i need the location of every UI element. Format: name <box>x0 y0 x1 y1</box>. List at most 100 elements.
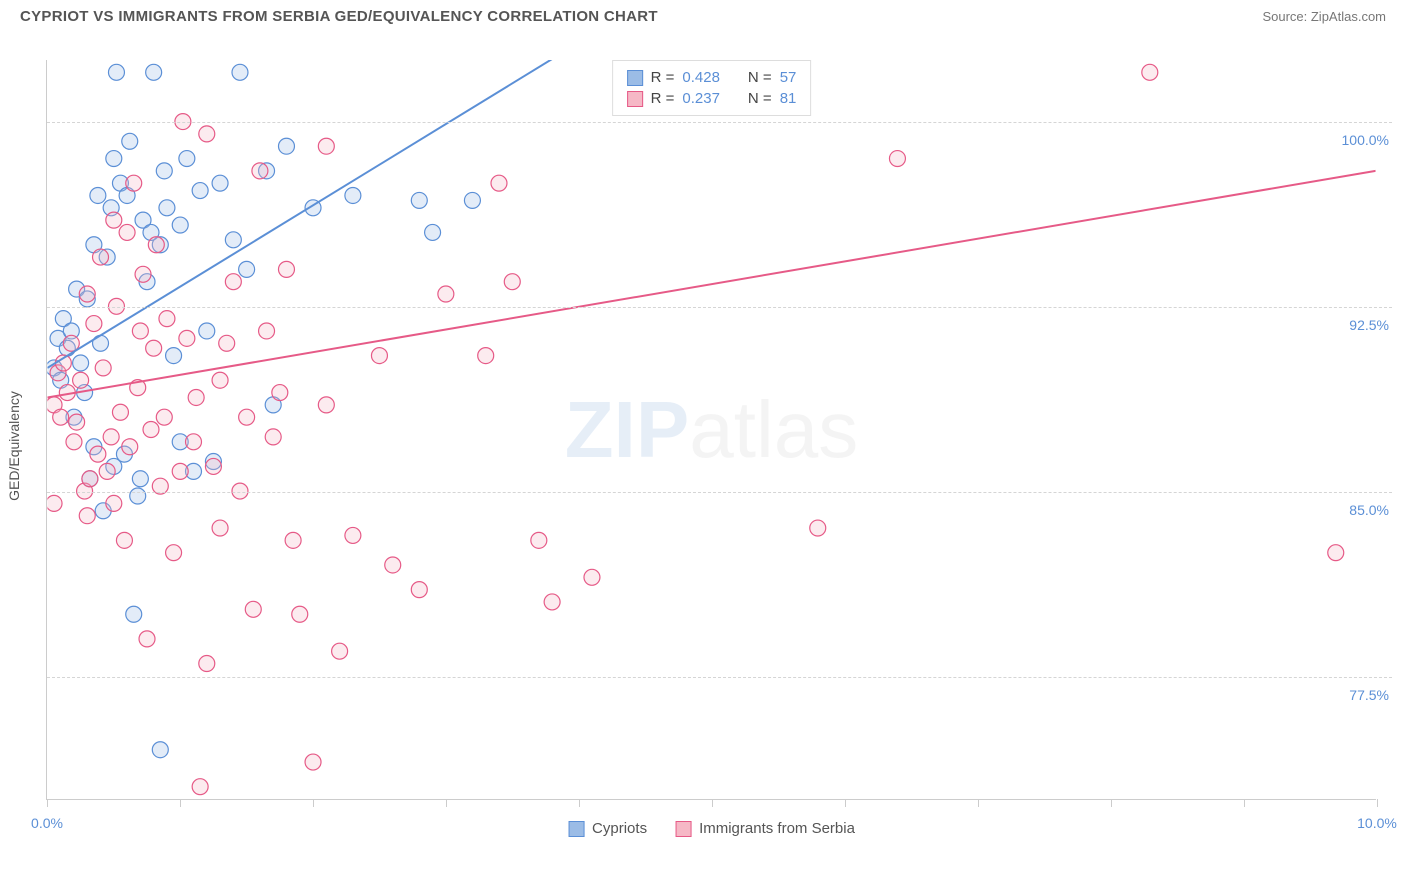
x-tick <box>978 799 979 807</box>
scatter-point <box>318 397 334 413</box>
scatter-point <box>272 385 288 401</box>
scatter-point <box>79 286 95 302</box>
scatter-point <box>166 545 182 561</box>
legend-item: Immigrants from Serbia <box>675 820 855 837</box>
scatter-point <box>212 372 228 388</box>
stat-r-value: 0.428 <box>682 69 720 86</box>
scatter-point <box>186 434 202 450</box>
scatter-point <box>108 64 124 80</box>
grid-line-y <box>47 122 1392 123</box>
scatter-point <box>1328 545 1344 561</box>
scatter-point <box>122 133 138 149</box>
grid-line-y <box>47 492 1392 493</box>
scatter-point <box>73 372 89 388</box>
x-tick <box>579 799 580 807</box>
y-tick-label: 85.0% <box>1346 502 1392 518</box>
x-tick <box>313 799 314 807</box>
correlation-stats-box: R =0.428N =57R =0.237N =81 <box>612 60 812 116</box>
x-tick <box>845 799 846 807</box>
scatter-point <box>166 348 182 364</box>
scatter-point <box>464 192 480 208</box>
legend-label: Cypriots <box>592 820 647 837</box>
scatter-point <box>810 520 826 536</box>
scatter-point <box>159 311 175 327</box>
scatter-point <box>205 458 221 474</box>
legend-swatch <box>627 70 643 86</box>
scatter-point <box>73 355 89 371</box>
scatter-point <box>126 175 142 191</box>
stat-n-label: N = <box>748 69 772 86</box>
scatter-point <box>438 286 454 302</box>
x-tick <box>47 799 48 807</box>
scatter-point <box>504 274 520 290</box>
scatter-point <box>225 232 241 248</box>
scatter-point <box>232 64 248 80</box>
scatter-point <box>103 429 119 445</box>
x-tick-label: 0.0% <box>31 815 63 831</box>
scatter-point <box>135 266 151 282</box>
scatter-point <box>79 508 95 524</box>
stat-r-value: 0.237 <box>682 90 720 107</box>
scatter-point <box>99 463 115 479</box>
scatter-point <box>212 520 228 536</box>
scatter-point <box>106 495 122 511</box>
scatter-point <box>531 532 547 548</box>
scatter-point <box>90 446 106 462</box>
stats-row: R =0.237N =81 <box>627 88 797 109</box>
x-tick <box>1377 799 1378 807</box>
scatter-point <box>82 471 98 487</box>
scatter-point <box>278 261 294 277</box>
scatter-point <box>285 532 301 548</box>
scatter-point <box>69 414 85 430</box>
scatter-point <box>371 348 387 364</box>
scatter-point <box>66 434 82 450</box>
scatter-point <box>318 138 334 154</box>
scatter-point <box>889 151 905 167</box>
y-tick-label: 77.5% <box>1346 687 1392 703</box>
stat-n-label: N = <box>748 90 772 107</box>
scatter-point <box>126 606 142 622</box>
chart-plot-area: ZIPatlas R =0.428N =57R =0.237N =81 Cypr… <box>46 60 1376 800</box>
stat-n-value: 57 <box>780 69 797 86</box>
scatter-point <box>265 429 281 445</box>
scatter-point <box>156 163 172 179</box>
scatter-point <box>139 631 155 647</box>
scatter-point <box>53 409 69 425</box>
scatter-point <box>411 582 427 598</box>
scatter-point <box>478 348 494 364</box>
scatter-point <box>119 224 135 240</box>
scatter-point <box>146 340 162 356</box>
scatter-point <box>192 183 208 199</box>
scatter-point <box>146 64 162 80</box>
scatter-point <box>278 138 294 154</box>
scatter-point <box>106 151 122 167</box>
stat-n-value: 81 <box>780 90 797 107</box>
trend-line <box>47 43 578 368</box>
scatter-point <box>143 422 159 438</box>
scatter-point <box>259 323 275 339</box>
scatter-point <box>156 409 172 425</box>
scatter-point <box>385 557 401 573</box>
scatter-point <box>411 192 427 208</box>
scatter-point <box>86 316 102 332</box>
scatter-point <box>212 175 228 191</box>
scatter-point <box>46 495 62 511</box>
scatter-point <box>345 187 361 203</box>
scatter-point <box>159 200 175 216</box>
legend-swatch <box>675 821 691 837</box>
scatter-point <box>345 527 361 543</box>
scatter-point <box>172 217 188 233</box>
scatter-point <box>245 601 261 617</box>
scatter-point <box>132 471 148 487</box>
source-attribution: Source: ZipAtlas.com <box>1262 9 1386 24</box>
x-tick <box>180 799 181 807</box>
scatter-point <box>148 237 164 253</box>
chart-title: CYPRIOT VS IMMIGRANTS FROM SERBIA GED/EQ… <box>20 8 658 25</box>
y-tick-label: 100.0% <box>1339 132 1392 148</box>
scatter-point <box>199 323 215 339</box>
scatter-point <box>225 274 241 290</box>
scatter-point <box>491 175 507 191</box>
scatter-point <box>425 224 441 240</box>
scatter-point <box>95 360 111 376</box>
scatter-point <box>116 532 132 548</box>
